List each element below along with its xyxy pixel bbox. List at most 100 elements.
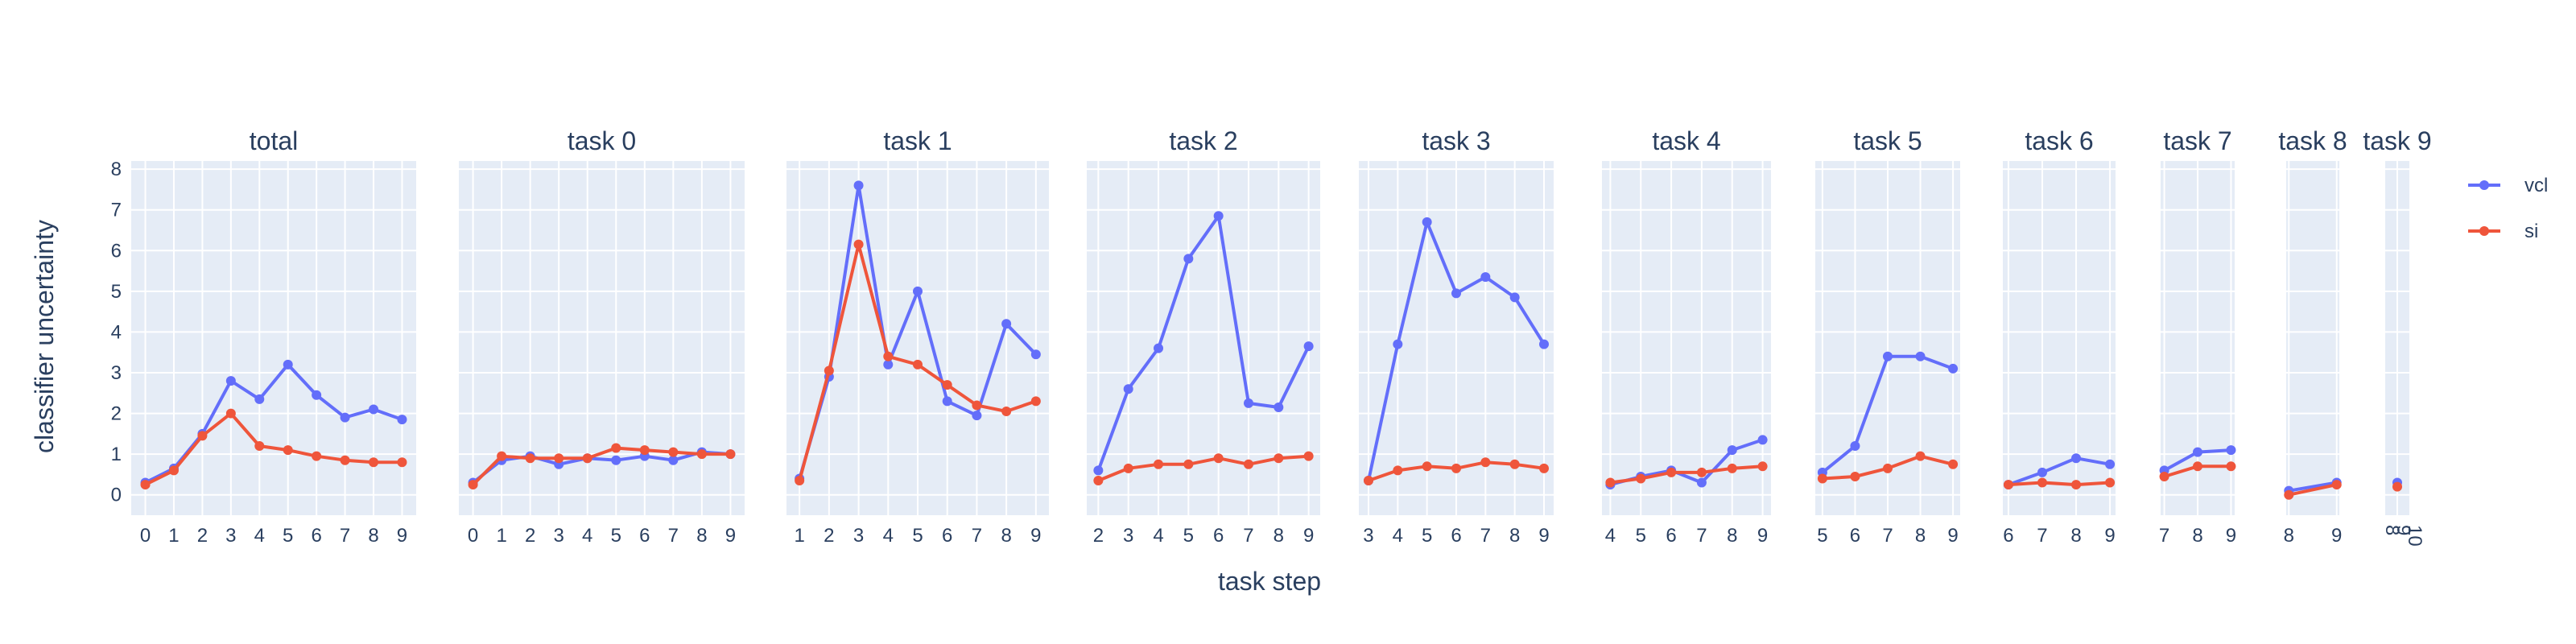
x-tick-label: 7 — [2159, 525, 2169, 547]
data-point-si — [1757, 461, 1768, 472]
x-tick-label: 4 — [1153, 525, 1163, 547]
data-point-vcl — [1154, 343, 1164, 353]
data-point-vcl — [883, 359, 894, 369]
x-tick-label: 6 — [1451, 525, 1461, 547]
x-tick-label: 2 — [824, 525, 834, 547]
x-tick-label: 7 — [2037, 525, 2047, 547]
x-tick-label: 3 — [853, 525, 864, 547]
data-point-vcl — [1883, 351, 1893, 361]
data-point-vcl — [1727, 445, 1737, 456]
x-tick-label: 8 — [2381, 525, 2403, 535]
data-point-si — [525, 453, 535, 464]
data-point-si — [668, 447, 679, 457]
series-si — [1363, 457, 1550, 486]
data-point-si — [1883, 463, 1893, 473]
x-tick-label: 6 — [639, 525, 650, 547]
data-point-si — [1154, 459, 1164, 469]
data-point-si — [2105, 477, 2116, 488]
x-tick-label: 8 — [2192, 525, 2202, 547]
series-line-vcl — [2008, 456, 2111, 486]
data-point-vcl — [2071, 453, 2082, 464]
data-point-vcl — [1123, 384, 1133, 394]
x-tick-label: 7 — [1696, 525, 1707, 547]
data-point-vcl — [2193, 447, 2202, 457]
data-point-vcl — [1213, 211, 1224, 221]
data-point-si — [254, 441, 265, 452]
series-line-si — [1610, 464, 1763, 485]
y-tick-label: 1 — [111, 444, 122, 465]
data-point-si — [397, 457, 407, 468]
series-si — [140, 408, 407, 490]
x-tick-label: 9 — [1757, 525, 1768, 547]
series-si — [2159, 461, 2236, 481]
x-tick-label: 8 — [1727, 525, 1737, 547]
data-point-vcl — [1850, 441, 1860, 452]
x-tick-label: 6 — [1213, 525, 1224, 547]
data-point-si — [2284, 489, 2294, 500]
data-point-si — [582, 453, 592, 464]
series-line-vcl — [1096, 214, 1311, 472]
data-point-si — [1030, 396, 1041, 407]
data-point-vcl — [942, 396, 952, 407]
x-tick-label: 5 — [283, 525, 293, 547]
x-tick-label: 7 — [972, 525, 982, 547]
data-point-si — [1001, 407, 1012, 417]
panel-title: task 9 — [2363, 126, 2431, 155]
data-point-si — [824, 365, 834, 376]
x-tick-label: 6 — [1850, 525, 1860, 547]
panel-title: total — [250, 126, 298, 155]
data-point-vcl — [853, 180, 864, 191]
series-si — [2284, 480, 2342, 500]
plot-background — [2003, 161, 2116, 515]
panel-task-8: 8 9 task 8 — [2278, 126, 2347, 547]
panel-task-1: 1 2 3 4 5 6 7 8 9 task 1 — [786, 126, 1049, 547]
data-point-si — [2392, 481, 2402, 492]
data-point-si — [1539, 463, 1550, 473]
y-tick-label: 6 — [111, 240, 122, 262]
data-point-si — [1213, 453, 1224, 464]
x-tick-label: 9 — [2104, 525, 2115, 547]
data-point-vcl — [1915, 351, 1926, 361]
data-point-si — [1850, 471, 1860, 481]
data-point-vcl — [1539, 339, 1550, 349]
x-tick-label: 9 — [2331, 525, 2342, 547]
x-tick-label: 8 — [696, 525, 707, 547]
data-point-si — [168, 465, 179, 476]
x-tick-label: 4 — [883, 525, 894, 547]
series-si — [468, 443, 736, 490]
x-tick-label: 3 — [225, 525, 236, 547]
x-tick-label: 7 — [1243, 525, 1253, 547]
x-tick-label: 7 — [340, 525, 350, 547]
panel-title: task 8 — [2278, 126, 2347, 155]
panel-title: task 1 — [883, 126, 952, 155]
data-point-si — [1480, 457, 1491, 468]
panel-title: task 3 — [1422, 126, 1490, 155]
data-point-vcl — [225, 376, 236, 386]
y-axis-title: classifier uncertainty — [30, 220, 59, 453]
panel-title: task 2 — [1169, 126, 1237, 155]
data-point-si — [554, 453, 564, 464]
x-tick-label: 2 — [525, 525, 535, 547]
data-point-si — [1636, 473, 1646, 484]
y-tick-label: 8 — [111, 159, 122, 180]
data-point-si — [497, 451, 507, 461]
data-point-vcl — [312, 390, 322, 400]
panel-task-3: 3 4 5 6 7 8 9 task 3 — [1359, 126, 1554, 547]
data-point-vcl — [1480, 272, 1491, 283]
x-tick-label: 4 — [1605, 525, 1616, 547]
legend-item-vcl[interactable]: vcl — [2468, 175, 2548, 196]
panel-title: task 0 — [568, 126, 636, 155]
series-line-vcl — [2288, 481, 2338, 493]
y-tick-label: 7 — [111, 200, 122, 221]
x-tick-label: 9 — [725, 525, 736, 547]
panel-task-4: 4 5 6 7 8 9 task 4 — [1602, 126, 1771, 547]
x-tick-label: 9 — [2226, 525, 2236, 547]
data-point-si — [1183, 459, 1194, 469]
legend-item-si[interactable]: si — [2468, 221, 2538, 242]
data-point-si — [883, 351, 894, 361]
data-point-vcl — [1030, 349, 1041, 360]
y-tick-label: 2 — [111, 403, 122, 425]
series-vcl — [1093, 211, 1314, 476]
